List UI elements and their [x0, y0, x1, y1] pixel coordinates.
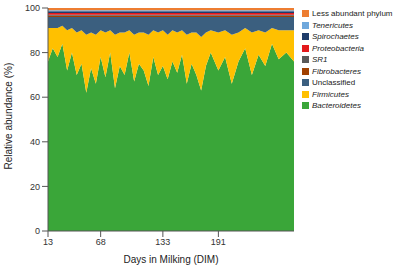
svg-text:Days in Milking (DIM): Days in Milking (DIM) — [123, 254, 218, 265]
svg-text:0: 0 — [35, 226, 40, 236]
html-text:Fibrobacteres: Fibrobacteres — [312, 66, 361, 76]
html-text:Proteobacteria: Proteobacteria — [312, 43, 364, 53]
html-text:Less abundant phylum: Less abundant phylum — [312, 9, 393, 18]
html-text:Tenericutes: Tenericutes — [312, 20, 354, 30]
svg-text:40: 40 — [30, 137, 40, 147]
html-text:SR1: SR1 — [312, 55, 328, 64]
html-text:Bacteroidetes: Bacteroidetes — [312, 101, 361, 110]
svg-text:60: 60 — [30, 92, 40, 102]
html-text:Firmicutes: Firmicutes — [312, 89, 349, 99]
svg-text:20: 20 — [30, 182, 40, 192]
svg-text:13: 13 — [43, 237, 53, 247]
html-text:Unclassified: Unclassified — [312, 78, 356, 87]
html-text:Spirochaetes: Spirochaetes — [312, 32, 359, 41]
svg-text:68: 68 — [96, 237, 106, 247]
svg-text:100: 100 — [25, 3, 40, 13]
svg-text:Relative abundance (%): Relative abundance (%) — [8, 63, 14, 170]
svg-text:133: 133 — [155, 237, 170, 247]
svg-text:80: 80 — [30, 48, 40, 58]
svg-text:191: 191 — [211, 237, 226, 247]
